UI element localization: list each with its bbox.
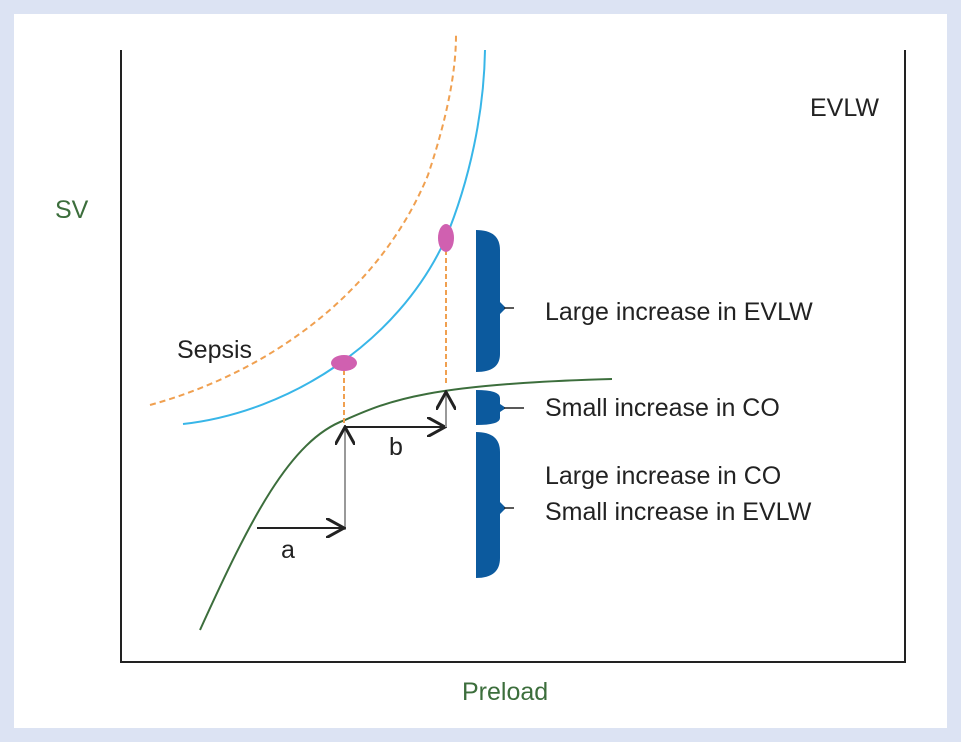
y-label: SV bbox=[55, 196, 89, 224]
sepsis-curve bbox=[149, 34, 457, 406]
brace bbox=[476, 432, 506, 578]
brace bbox=[476, 390, 506, 425]
evlw-curve bbox=[182, 49, 486, 425]
brace-label: Large increase in CO bbox=[545, 462, 781, 490]
right-label: EVLW bbox=[810, 94, 879, 122]
arrow-label: a bbox=[281, 536, 295, 564]
arrow-label: b bbox=[389, 433, 403, 461]
brace-label: Small increase in EVLW bbox=[545, 498, 812, 526]
brace-label: Large increase in EVLW bbox=[545, 298, 813, 326]
point bbox=[438, 224, 454, 252]
point bbox=[331, 355, 357, 371]
brace-label: Small increase in CO bbox=[545, 394, 780, 422]
x-label: Preload bbox=[462, 678, 548, 706]
sepsis-label: Sepsis bbox=[177, 336, 252, 364]
brace-ticks bbox=[504, 307, 524, 509]
axes bbox=[120, 50, 906, 663]
braces bbox=[476, 230, 506, 578]
brace bbox=[476, 230, 506, 372]
